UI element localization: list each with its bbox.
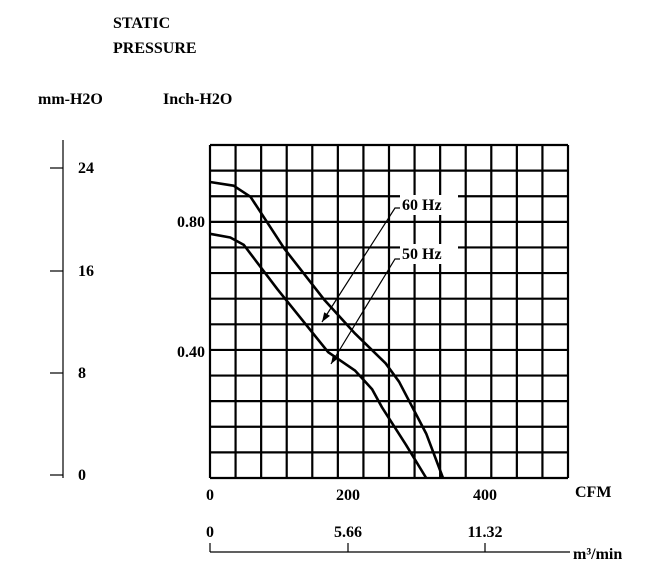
x-axis-metric-label: m³/min <box>573 546 622 563</box>
callout-arrowhead-60hz <box>322 312 330 322</box>
x-axis-cfm-ticks: 0 200 400 <box>206 487 497 504</box>
y-axis-mm-tick-label: 24 <box>78 160 94 177</box>
y-axis-mm: 24 16 8 0 <box>50 140 94 484</box>
chart-series <box>209 180 445 479</box>
series-callouts: 60 Hz 50 Hz <box>321 195 458 365</box>
y-axis-inch-tick-label: 0.80 <box>177 214 205 231</box>
y-axis-mm-tick-label: 8 <box>78 365 86 382</box>
x-axis-metric-tick-label: 5.66 <box>334 524 362 541</box>
plot-grid <box>208 143 570 480</box>
x-axis-cfm-label: CFM <box>575 484 611 501</box>
x-axis-cfm-tick-label: 200 <box>336 487 360 504</box>
series-line-60hz <box>209 180 445 479</box>
x-axis-metric-tick-label: 11.32 <box>467 524 502 541</box>
callout-arrow-50hz <box>330 258 403 365</box>
y-axis-inch-ticks: 0.80 0.40 <box>177 214 205 361</box>
chart-title-line-2: PRESSURE <box>113 40 197 57</box>
series-line-50hz <box>209 232 428 479</box>
y-axis-inch-unit-label: Inch-H2O <box>163 91 232 108</box>
x-axis-cfm-tick-label: 400 <box>473 487 497 504</box>
chart-title: STATIC PRESSURE <box>113 15 197 57</box>
y-axis-inch-tick-label: 0.40 <box>177 344 205 361</box>
chart-title-line-1: STATIC <box>113 15 170 32</box>
x-axis-metric-tick-label: 0 <box>206 524 214 541</box>
callout-label-bg-60hz <box>400 195 458 215</box>
y-axis-mm-unit-label: mm-H2O <box>38 91 103 108</box>
series-label-50hz: 50 Hz <box>402 246 442 263</box>
y-axis-mm-tick-label: 16 <box>78 263 94 280</box>
callout-label-bg-50hz <box>400 244 458 264</box>
x-axis-cfm-tick-label: 0 <box>206 487 214 504</box>
y-axis-mm-tick-label: 0 <box>78 467 86 484</box>
callout-arrowhead-50hz <box>331 354 339 364</box>
series-label-60hz: 60 Hz <box>402 197 442 214</box>
x-axis-metric: 0 5.66 11.32 <box>206 524 570 553</box>
